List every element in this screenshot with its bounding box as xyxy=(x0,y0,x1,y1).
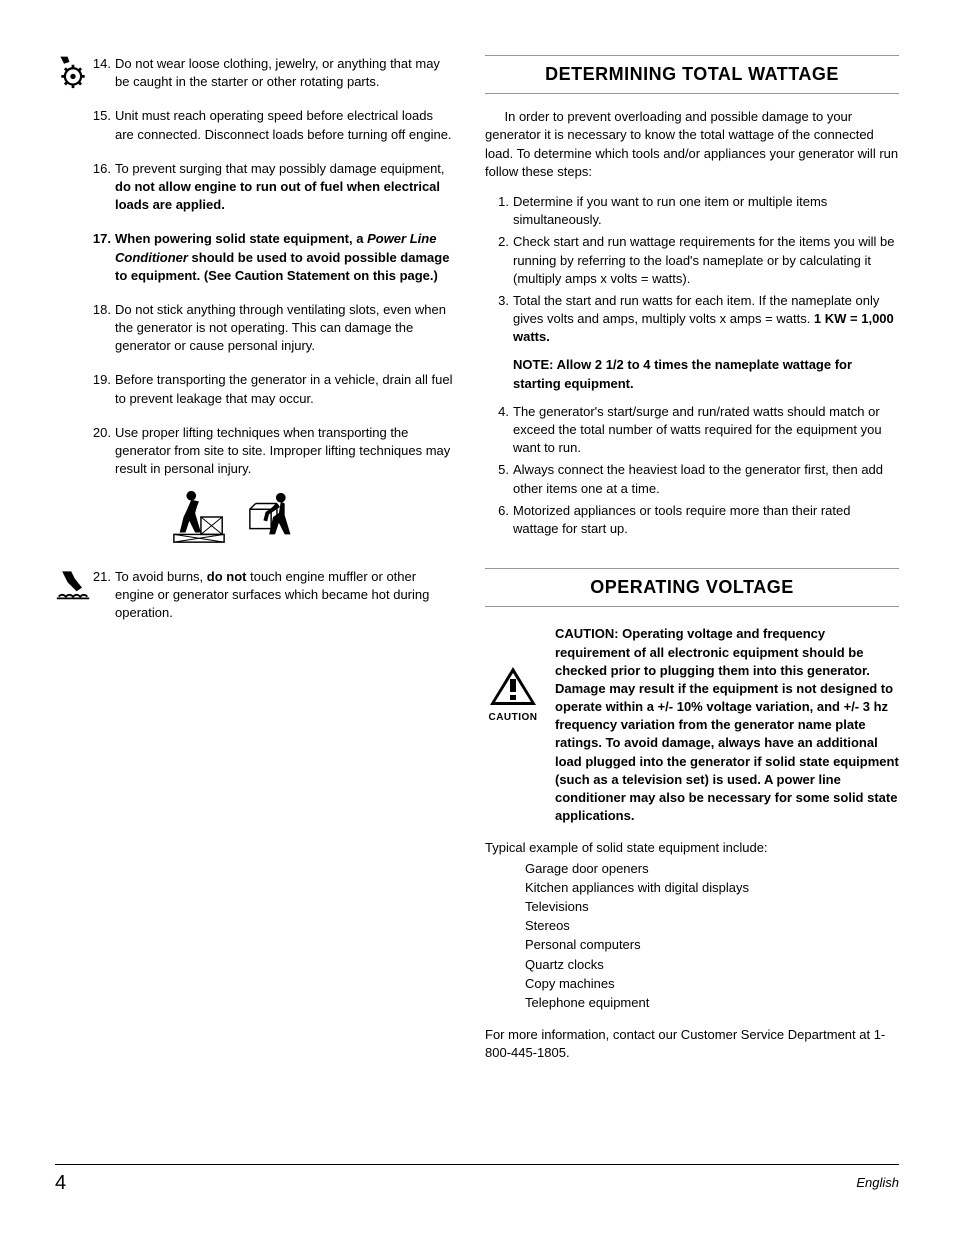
safety-pre: When powering solid state equipment, a xyxy=(115,231,367,246)
right-column: DETERMINING TOTAL WATTAGE In order to pr… xyxy=(485,55,899,1062)
page-body: Do not wear loose clothing, jewelry, or … xyxy=(55,55,899,1062)
safety-item-15: Unit must reach operating speed before e… xyxy=(115,107,455,143)
safety-item-14: Do not wear loose clothing, jewelry, or … xyxy=(115,55,455,91)
safety-item-18: Do not stick anything through ventilatin… xyxy=(115,301,455,356)
safety-pre: To avoid burns, xyxy=(115,569,207,584)
caution-block: CAUTION CAUTION: Operating voltage and f… xyxy=(485,625,899,825)
safety-bold: do not xyxy=(207,569,247,584)
safety-item-19: Before transporting the generator in a v… xyxy=(115,371,455,407)
language-label: English xyxy=(856,1174,899,1192)
wattage-step: Motorized appliances or tools require mo… xyxy=(513,502,899,538)
page-number: 4 xyxy=(55,1169,66,1197)
safety-text: Unit must reach operating speed before e… xyxy=(115,108,452,141)
correct-lift-icon xyxy=(246,488,304,551)
rotating-parts-icon xyxy=(55,53,95,94)
lifting-figures xyxy=(115,488,455,551)
example-item: Kitchen appliances with digital displays xyxy=(525,879,899,897)
wattage-step: Total the start and run watts for each i… xyxy=(513,292,899,347)
wrong-lift-icon xyxy=(170,488,228,551)
safety-item-20: Use proper lifting techniques when trans… xyxy=(115,424,455,552)
safety-bold: do not allow engine to run out of fuel w… xyxy=(115,179,440,212)
wattage-step: Always connect the heaviest load to the … xyxy=(513,461,899,497)
safety-pre: To prevent surging that may possibly dam… xyxy=(115,161,445,176)
wattage-note: NOTE: Allow 2 1/2 to 4 times the namepla… xyxy=(513,356,899,392)
wattage-steps-1: Determine if you want to run one item or… xyxy=(485,193,899,347)
example-intro: Typical example of solid state equipment… xyxy=(485,839,899,857)
safety-text: Use proper lifting techniques when trans… xyxy=(115,425,450,476)
example-item: Stereos xyxy=(525,917,899,935)
example-item: Telephone equipment xyxy=(525,994,899,1012)
wattage-step: The generator's start/surge and run/rate… xyxy=(513,403,899,458)
wattage-intro: In order to prevent overloading and poss… xyxy=(485,108,899,181)
wattage-step: Determine if you want to run one item or… xyxy=(513,193,899,229)
example-list: Garage door openers Kitchen appliances w… xyxy=(485,860,899,1013)
safety-text: Before transporting the generator in a v… xyxy=(115,372,452,405)
left-column: Do not wear loose clothing, jewelry, or … xyxy=(55,55,455,1062)
voltage-heading: OPERATING VOLTAGE xyxy=(485,568,899,607)
safety-list: Do not wear loose clothing, jewelry, or … xyxy=(55,55,455,622)
hot-surface-icon xyxy=(55,566,95,607)
example-item: Quartz clocks xyxy=(525,956,899,974)
example-item: Garage door openers xyxy=(525,860,899,878)
wattage-step: Check start and run wattage requirements… xyxy=(513,233,899,288)
wattage-heading: DETERMINING TOTAL WATTAGE xyxy=(485,55,899,94)
safety-text: Do not stick anything through ventilatin… xyxy=(115,302,446,353)
example-item: Copy machines xyxy=(525,975,899,993)
example-item: Personal computers xyxy=(525,936,899,954)
page-footer: 4 English xyxy=(55,1164,899,1197)
safety-item-16: To prevent surging that may possibly dam… xyxy=(115,160,455,215)
safety-item-21: To avoid burns, do not touch engine muff… xyxy=(115,568,455,623)
caution-label: CAUTION xyxy=(485,711,541,725)
contact-text: For more information, contact our Custom… xyxy=(485,1026,899,1062)
safety-item-17: When powering solid state equipment, a P… xyxy=(115,230,455,285)
safety-text: Do not wear loose clothing, jewelry, or … xyxy=(115,56,440,89)
caution-icon: CAUTION xyxy=(485,625,541,725)
example-item: Televisions xyxy=(525,898,899,916)
wattage-steps-2: The generator's start/surge and run/rate… xyxy=(485,403,899,538)
caution-text: CAUTION: Operating voltage and frequency… xyxy=(555,625,899,825)
